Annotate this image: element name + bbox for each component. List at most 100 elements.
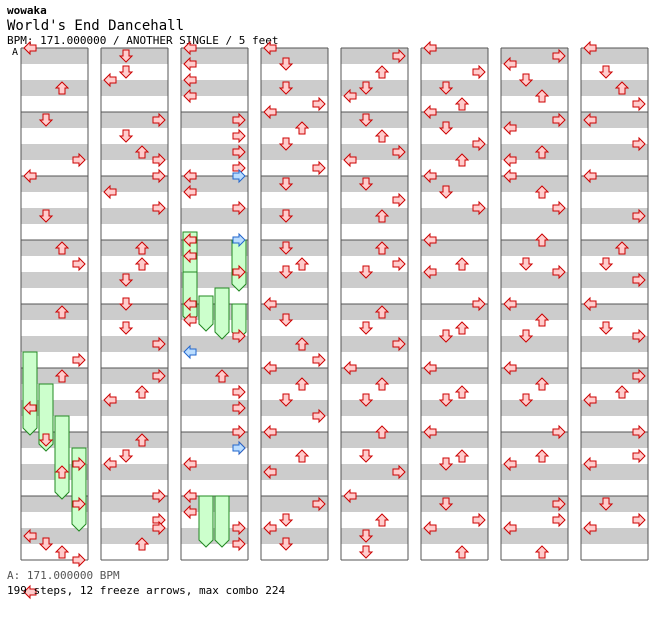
step-arrow [183, 296, 197, 312]
grid-stripe [341, 400, 408, 416]
step-arrow [518, 73, 534, 87]
grid-stripe [261, 176, 328, 192]
step-arrow [263, 520, 277, 536]
step-arrow [374, 305, 390, 319]
grid-stripe [581, 432, 648, 448]
step-arrow [54, 465, 70, 479]
grid-stripe [261, 432, 328, 448]
step-arrow [423, 40, 437, 56]
step-arrow [358, 545, 374, 559]
step-arrow [232, 520, 246, 536]
step-arrow [392, 336, 406, 352]
grid-stripe [581, 496, 648, 512]
step-arrow [392, 192, 406, 208]
shock-arrow [232, 168, 246, 184]
step-arrow [632, 328, 646, 344]
grid-stripe [421, 464, 488, 480]
step-arrow [263, 40, 277, 56]
grid-stripe [341, 304, 408, 320]
step-arrow [118, 321, 134, 335]
step-arrow [503, 168, 517, 184]
grid-stripe [261, 304, 328, 320]
step-arrow [552, 48, 566, 64]
grid-stripe [581, 368, 648, 384]
step-arrow [72, 352, 86, 368]
step-arrow [583, 296, 597, 312]
step-arrow [632, 448, 646, 464]
grid-stripe [101, 240, 168, 256]
grid-stripe [181, 368, 248, 384]
step-arrow [423, 168, 437, 184]
step-arrow [423, 360, 437, 376]
step-arrow [72, 256, 86, 272]
step-arrow [392, 256, 406, 272]
grid-stripe [21, 400, 88, 416]
grid-stripe [181, 432, 248, 448]
step-arrow [232, 536, 246, 552]
step-arrow [374, 513, 390, 527]
grid-stripe [581, 528, 648, 544]
grid-stripe [21, 80, 88, 96]
step-arrow [552, 512, 566, 528]
grid-stripe [501, 464, 568, 480]
step-arrow [294, 449, 310, 463]
step-arrow [583, 40, 597, 56]
step-arrow [183, 40, 197, 56]
step-arrow [518, 329, 534, 343]
song-title: World's End Dancehall [7, 18, 185, 34]
step-arrow [374, 209, 390, 223]
step-arrow [503, 56, 517, 72]
grid-stripe [21, 368, 88, 384]
step-arrow [503, 296, 517, 312]
grid-stripe [501, 272, 568, 288]
step-arrow [54, 81, 70, 95]
grid-stripe [421, 432, 488, 448]
shock-arrow [232, 440, 246, 456]
grid-stripe [261, 528, 328, 544]
step-arrow [534, 233, 550, 247]
step-arrow [598, 257, 614, 271]
step-arrow [583, 168, 597, 184]
grid-stripe [421, 112, 488, 128]
grid-stripe [261, 208, 328, 224]
grid-stripe [581, 176, 648, 192]
step-arrow [358, 529, 374, 543]
shock-arrow [183, 344, 197, 360]
step-arrow [152, 368, 166, 384]
grid-stripe [101, 144, 168, 160]
grid-stripe [181, 80, 248, 96]
grid-stripe [101, 272, 168, 288]
grid-stripe [341, 144, 408, 160]
freeze-arrow [22, 351, 38, 436]
step-arrow [294, 337, 310, 351]
grid-stripe [101, 464, 168, 480]
grid-stripe [421, 144, 488, 160]
step-arrow [312, 160, 326, 176]
step-arrow [72, 152, 86, 168]
grid-stripe [181, 464, 248, 480]
step-arrow [374, 377, 390, 391]
step-arrow [438, 393, 454, 407]
grid-stripe [341, 432, 408, 448]
step-arrow [232, 424, 246, 440]
grid-stripe [101, 336, 168, 352]
step-arrow [423, 264, 437, 280]
grid-stripe [581, 400, 648, 416]
step-arrow [278, 513, 294, 527]
step-arrow [423, 424, 437, 440]
grid-stripe [21, 208, 88, 224]
grid-stripe [341, 48, 408, 64]
grid-stripe [341, 496, 408, 512]
step-arrow [343, 360, 357, 376]
step-arrow [278, 265, 294, 279]
step-arrow [598, 321, 614, 335]
step-arrow [503, 120, 517, 136]
step-arrow [534, 89, 550, 103]
step-arrow [438, 81, 454, 95]
grid-stripe [341, 336, 408, 352]
step-arrow [152, 200, 166, 216]
step-arrow [598, 497, 614, 511]
step-arrow [632, 96, 646, 112]
step-arrow [312, 96, 326, 112]
grid-stripe [501, 400, 568, 416]
